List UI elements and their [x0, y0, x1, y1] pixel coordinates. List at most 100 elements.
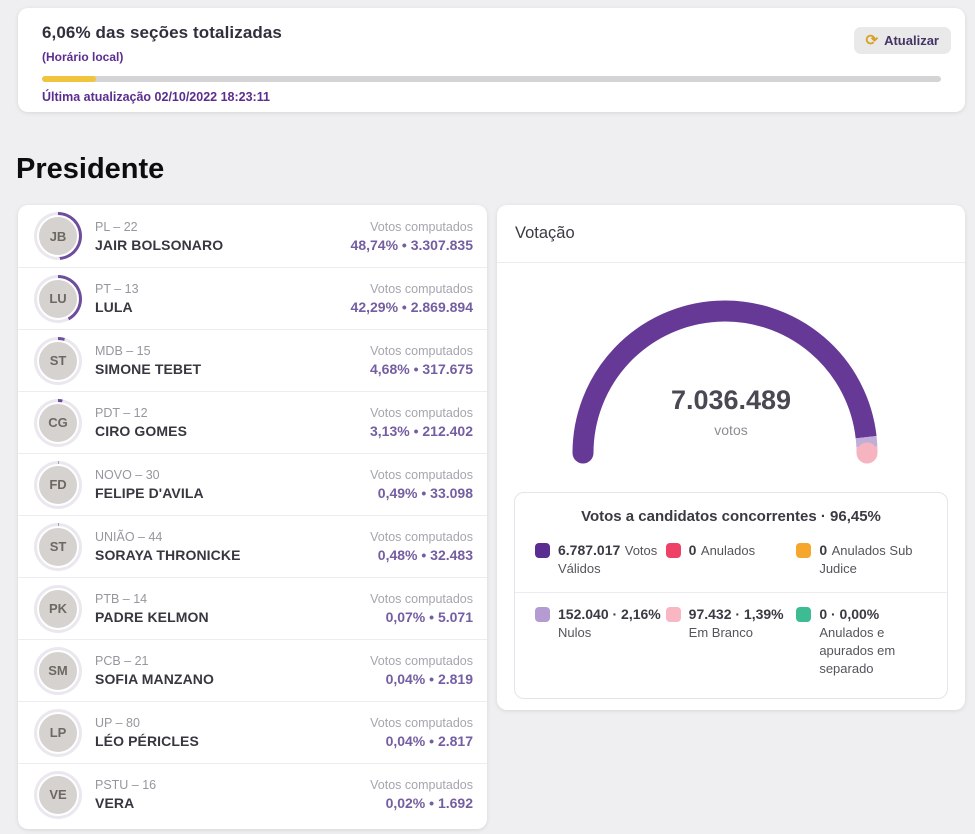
- votes-computed-value: 42,29% • 2.869.894: [351, 299, 473, 315]
- candidate-row[interactable]: PK PTB – 14 PADRE KELMON Votos computado…: [18, 577, 487, 639]
- legend-item: 0 Anulados Sub Judice: [796, 541, 927, 578]
- legend-item: 97.432 · 1,39% Em Branco: [665, 605, 797, 678]
- candidate-avatar: LU: [37, 277, 79, 320]
- legend-value: 0 · 0,00%: [819, 606, 880, 622]
- candidate-row[interactable]: FD NOVO – 30 FELIPE D'AVILA Votos comput…: [18, 453, 487, 515]
- candidate-avatar: LP: [37, 711, 79, 754]
- candidate-row[interactable]: VE PSTU – 16 VERA Votos computados 0,02%…: [18, 763, 487, 825]
- votes-computed-label: Votos computados: [370, 406, 473, 420]
- value-separator: •: [429, 795, 435, 811]
- candidate-row[interactable]: LU PT – 13 LULA Votos computados 42,29% …: [18, 267, 487, 329]
- refresh-icon: ⟳: [865, 32, 879, 49]
- candidate-row[interactable]: LP UP – 80 LÉO PÉRICLES Votos computados…: [18, 701, 487, 763]
- candidate-votes: 32.483: [430, 547, 473, 563]
- legend-swatch-icon: [796, 607, 812, 622]
- candidate-progress-ring: CG: [34, 398, 82, 447]
- candidate-name: SOFIA MANZANO: [95, 671, 214, 687]
- votes-computed-value: 0,04% • 2.817: [370, 733, 473, 749]
- votes-computed-value: 0,48% • 32.483: [370, 547, 473, 563]
- value-separator: •: [413, 361, 419, 377]
- candidate-votes: 1.692: [437, 795, 473, 811]
- candidate-votes: 2.817: [437, 733, 473, 749]
- candidate-progress-ring: PK: [34, 584, 82, 633]
- candidate-party: PDT – 12: [95, 406, 148, 420]
- candidate-party: NOVO – 30: [95, 468, 160, 482]
- votacao-title: Votação: [497, 205, 965, 263]
- candidate-avatar: ST: [37, 525, 79, 568]
- votacao-card: Votação 7.036.489 votos Votos a candidat…: [497, 205, 965, 710]
- candidate-pct: 0,04%: [385, 733, 426, 749]
- candidate-avatar: FD: [37, 463, 79, 506]
- votes-computed-label: Votos computados: [370, 468, 473, 482]
- value-separator: •: [413, 423, 419, 439]
- candidate-pct: 0,02%: [385, 795, 426, 811]
- candidate-pct: 42,29%: [350, 299, 399, 315]
- value-separator: •: [401, 236, 407, 253]
- candidate-avatar: PK: [37, 587, 79, 630]
- candidate-name: JAIR BOLSONARO: [95, 236, 224, 253]
- candidate-name: CIRO GOMES: [95, 423, 188, 439]
- totalization-progress-fill: [42, 76, 97, 82]
- votes-computed-value: 0,49% • 33.098: [370, 485, 473, 501]
- candidate-progress-ring: SM: [34, 646, 82, 695]
- votes-computed-label: Votos computados: [370, 530, 473, 544]
- candidate-pct: 3,13%: [370, 423, 410, 439]
- candidate-avatar: VE: [37, 773, 79, 816]
- legend-swatch-icon: [535, 543, 550, 558]
- value-separator: •: [421, 547, 427, 563]
- candidate-votes: 2.819: [437, 671, 473, 687]
- candidate-votes: 3.307.835: [410, 236, 473, 253]
- candidate-pct: 0,04%: [385, 671, 426, 687]
- candidate-name: FELIPE D'AVILA: [95, 485, 204, 501]
- votes-computed-label: Votos computados: [370, 654, 473, 668]
- candidate-row[interactable]: CG PDT – 12 CIRO GOMES Votos computados …: [18, 391, 487, 453]
- candidate-progress-ring: VE: [34, 770, 82, 819]
- votes-legend-box: Votos a candidatos concorrentes · 96,45%…: [514, 492, 948, 699]
- candidate-row[interactable]: ST MDB – 15 SIMONE TEBET Votos computado…: [18, 329, 487, 391]
- candidate-party: PCB – 21: [95, 654, 149, 668]
- legend-label: Anulados Sub Judice: [819, 543, 913, 576]
- votes-computed-label: Votos computados: [370, 592, 473, 606]
- legend-value: 6.787.017: [558, 542, 621, 558]
- totalization-progress-track: [42, 76, 941, 82]
- candidate-progress-ring: JB: [34, 212, 82, 260]
- candidate-pct: 4,68%: [370, 361, 410, 377]
- candidate-name: LULA: [95, 299, 133, 315]
- legend-label: Votos Válidos: [558, 543, 658, 576]
- value-separator: •: [429, 609, 435, 625]
- legend-label: Anulados: [700, 543, 756, 558]
- legend-value: 0: [688, 542, 697, 558]
- value-separator: •: [429, 733, 435, 749]
- legend-swatch-icon: [796, 543, 812, 558]
- candidate-row[interactable]: JB PL – 22 JAIR BOLSONARO Votos computad…: [18, 205, 487, 267]
- candidate-party: PTB – 14: [95, 592, 148, 606]
- candidate-party: PSTU – 16: [95, 778, 157, 792]
- last-update-text: Última atualização 02/10/2022 18:23:11: [42, 90, 270, 104]
- candidate-name: SORAYA THRONICKE: [95, 547, 241, 563]
- candidate-progress-ring: ST: [34, 522, 82, 571]
- candidate-row[interactable]: SM PCB – 21 SOFIA MANZANO Votos computad…: [18, 639, 487, 701]
- votes-computed-value: 0,07% • 5.071: [370, 609, 473, 625]
- candidate-avatar: ST: [37, 339, 79, 382]
- candidate-progress-ring: ST: [34, 336, 82, 385]
- legend-item: 0 Anulados: [665, 541, 797, 578]
- legend-swatch-icon: [665, 543, 681, 558]
- votes-computed-value: 4,68% • 317.675: [370, 361, 473, 377]
- candidate-row[interactable]: ST UNIÃO – 44 SORAYA THRONICKE Votos com…: [18, 515, 487, 577]
- totalization-title: 6,06% das seções totalizadas: [42, 23, 282, 42]
- legend-swatch-icon: [665, 607, 681, 622]
- refresh-button[interactable]: ⟳ Atualizar: [853, 27, 951, 54]
- candidate-pct: 48,74%: [350, 236, 399, 253]
- candidate-pct: 0,07%: [385, 609, 426, 625]
- gauge-arc: [572, 300, 878, 464]
- legend-value: 97.432 · 1,39%: [688, 606, 784, 622]
- legend-value: 152.040 · 2,16%: [558, 606, 661, 622]
- candidate-progress-ring: LU: [34, 274, 82, 323]
- legend-value: 0: [819, 542, 828, 558]
- candidate-name: PADRE KELMON: [95, 609, 209, 625]
- gauge-segment-validos: [572, 300, 877, 454]
- candidate-votes: 317.675: [422, 361, 473, 377]
- legend-label: Em Branco: [688, 625, 753, 640]
- votacao-gauge: 7.036.489 votos: [497, 263, 965, 492]
- local-time-note: (Horário local): [42, 50, 124, 64]
